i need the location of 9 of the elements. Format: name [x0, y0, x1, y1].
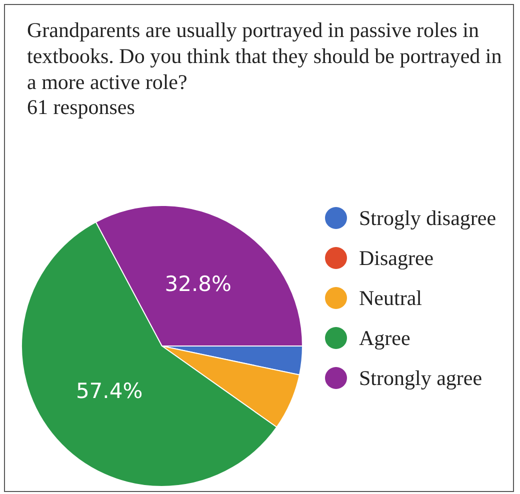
legend-label: Agree [359, 325, 410, 351]
data-label: 57.4% [76, 378, 143, 403]
chart-title: Grandparents are usually portrayed in passive roles in textbooks. Do you think that they should be portrayed in a more active role? [27, 17, 503, 95]
legend-label: Disagree [359, 245, 434, 271]
data-label: 32.8% [164, 272, 232, 296]
legend-label: Neutral [359, 285, 422, 311]
legend-label: Strongly agree [359, 365, 482, 391]
chart-subtitle: 61 responses [27, 95, 136, 120]
legend-label: Strogly disagree [359, 205, 496, 231]
